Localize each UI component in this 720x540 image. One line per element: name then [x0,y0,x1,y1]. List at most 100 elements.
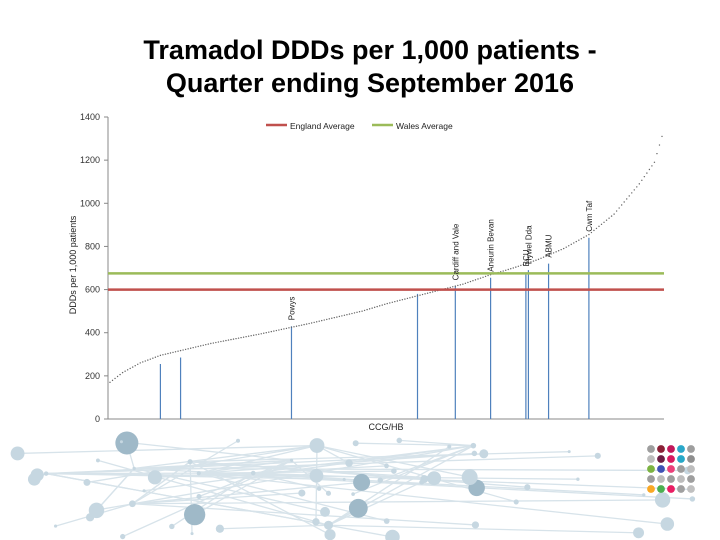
network-link [132,499,663,505]
y-axis-label: DDDs per 1,000 patients [68,215,78,314]
network-node [567,450,571,454]
data-point [207,343,210,345]
data-point [169,352,172,354]
y-tick-label: 0 [95,414,100,424]
highlight-label: ABMU [545,234,554,257]
network-node [83,478,91,486]
network-node [633,527,645,539]
data-point [220,340,222,343]
network-node [10,446,25,461]
data-point [328,318,330,320]
data-point [409,297,411,299]
data-point [179,349,182,352]
data-point [235,337,237,340]
logo-dot [687,465,695,473]
data-point [452,286,454,288]
network-node [120,533,126,540]
data-point [406,297,409,300]
network-node [384,463,389,469]
data-point [608,217,610,219]
network-node [289,458,294,462]
legend-label: Wales Average [396,121,453,131]
data-point [371,307,373,309]
data-point [386,302,388,305]
data-point [217,341,220,343]
network-link [86,444,318,484]
data-point [336,316,338,318]
data-point [454,285,457,287]
data-point [300,324,303,326]
data-point [568,245,570,247]
data-point [416,295,419,297]
network-link [219,524,329,530]
data-point [275,329,278,332]
data-point [139,362,141,364]
data-point [263,332,265,334]
data-point [280,328,283,331]
data-point [502,270,504,272]
data-point [575,240,578,243]
network-node [236,438,241,443]
network-node [53,524,58,528]
data-point [623,201,625,203]
data-point [361,310,363,312]
data-point [230,338,232,341]
data-point [305,323,308,325]
network-node [309,438,325,453]
data-point [142,361,144,363]
data-point [124,370,126,372]
data-point [134,364,136,367]
network-node [324,529,336,540]
data-point [459,284,462,286]
data-point [482,276,484,278]
data-point [537,258,540,261]
reference-lines [108,272,664,291]
network-node [419,479,425,485]
data-point [615,210,618,212]
logo-dot [667,485,675,493]
data-point [167,352,169,355]
network-node [479,449,489,459]
data-point [298,325,300,327]
network-link [46,472,393,538]
data-point [177,350,179,352]
legend-label: England Average [290,121,355,131]
data-point [404,298,406,300]
data-point [265,332,267,334]
data-point [391,301,394,303]
data-point [396,300,399,302]
data-point [545,255,547,257]
logo-dot [667,475,675,483]
data-point [129,367,131,370]
network-link [198,472,693,500]
data-point [535,259,537,261]
data-point [210,342,212,345]
data-point [351,312,353,315]
data-point [152,357,154,359]
y-tick-label: 600 [85,285,100,295]
data-point [368,308,371,310]
data-point [389,302,391,304]
network-link [46,455,598,475]
data-point [137,363,139,366]
data-point [341,315,343,317]
logo-dot [687,475,695,483]
data-point [547,254,550,256]
data-point [517,265,520,267]
data-point [268,331,270,333]
network-link [143,445,474,492]
data-point [565,246,567,248]
data-point [464,282,467,285]
data-point [343,314,346,316]
highlight-labels: Powys Cardiff and Vale Aneurin Bevan BCUHyw… [287,200,593,320]
data-point [429,291,431,294]
data-point [255,334,257,336]
logo-dot [647,445,655,453]
logo-dot [687,455,695,463]
data-point [505,269,507,271]
data-point [270,330,273,333]
network-link [355,442,474,447]
data-point [600,223,603,226]
data-point [484,275,487,278]
network-node [309,468,324,483]
